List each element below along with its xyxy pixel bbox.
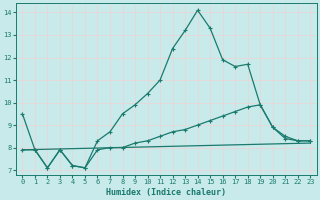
X-axis label: Humidex (Indice chaleur): Humidex (Indice chaleur) [106,188,226,197]
